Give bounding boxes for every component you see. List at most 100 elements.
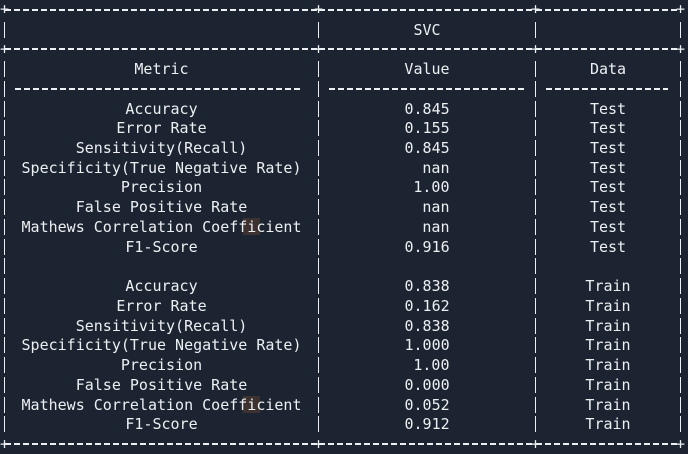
column-divider [535,179,536,196]
border-dash [5,443,318,446]
value-cell: 0.838 [319,316,535,336]
table-border-row: + + + + [0,39,688,59]
metric-label: Mathews Correlation Coefficient [21,217,302,236]
column-divider [680,357,681,374]
data-cell: Test [536,237,680,257]
model-title: SVC [413,20,441,39]
metric-cell: F1-Score [5,237,318,257]
table-row: Specificity(True Negative Rate) nan Test [0,158,688,178]
value-cell: 1.000 [319,335,535,355]
value-label: 0.052 [404,395,450,414]
table-border-row: + + + + [0,0,688,20]
data-cell: Train [536,296,680,316]
data-cell: Train [536,335,680,355]
data-label: Train [585,336,631,355]
data-cell: Train [536,316,680,336]
metric-cell: Mathews Correlation Coefficient [5,217,318,237]
column-divider [318,337,319,354]
column-divider [680,120,681,137]
metric-label: Sensitivity(Recall) [75,139,248,157]
data-cell: Test [536,217,680,237]
value-cell: nan [319,197,535,217]
value-cell: nan [319,158,535,178]
blank-row [0,257,688,277]
column-divider [535,21,536,38]
column-divider [4,21,5,38]
column-divider [318,278,319,295]
value-label: nan [422,198,450,217]
column-divider [318,140,319,156]
value-label: 0.912 [404,415,450,434]
column-divider [4,297,5,314]
border-corner: + [530,39,541,58]
column-divider [318,317,319,334]
column-divider [680,396,681,413]
data-label: Test [589,158,627,177]
value-cell: 0.155 [319,118,535,138]
column-divider [4,61,5,78]
value-label: 0.162 [404,296,450,315]
column-divider [4,278,5,295]
table-row: Error Rate 0.162 Train [0,296,688,316]
border-corner: + [530,0,541,19]
search-highlight [243,218,260,236]
column-divider [318,61,319,78]
value-label: 0.000 [404,375,450,394]
column-divider [318,218,319,235]
empty-cell [5,20,318,40]
data-label: Test [589,237,627,256]
value-label: 0.845 [404,99,450,118]
column-divider [680,416,681,433]
column-divider [4,179,5,196]
value-label: 0.838 [404,316,450,335]
metric-cell: Sensitivity(Recall) [5,316,318,336]
value-label: nan [422,217,450,236]
border-dash [536,48,680,51]
value-label: 0.845 [404,139,450,157]
border-corner: + [530,434,541,453]
value-label: 0.838 [404,277,450,296]
data-cell: Train [536,414,680,434]
column-divider [4,120,5,137]
table-row: Specificity(True Negative Rate) 1.000 Tr… [0,335,688,355]
column-divider [535,159,536,176]
column-divider [318,396,319,413]
metric-cell: Specificity(True Negative Rate) [5,158,318,178]
table-row: False Positive Rate 0.000 Train [0,375,688,395]
data-cell: Test [536,158,680,178]
metric-label: Error Rate [116,119,207,138]
metric-cell: Specificity(True Negative Rate) [5,335,318,355]
column-divider [4,337,5,354]
metric-label: F1-Score [125,237,198,256]
data-cell: Test [536,99,680,119]
table-row: F1-Score 0.912 Train [0,414,688,434]
column-divider [318,21,319,38]
border-corner: + [313,39,324,58]
column-divider [535,140,536,156]
data-label: Train [585,277,631,296]
border-dash [5,48,318,51]
column-divider [535,61,536,78]
column-divider [680,258,681,275]
column-divider [318,416,319,433]
column-divider [535,416,536,433]
column-divider [4,80,5,97]
underline-cell [319,79,535,99]
column-divider [680,179,681,196]
column-divider [535,337,536,354]
data-cell: Train [536,355,680,375]
value-label: 1.00 [413,356,450,375]
border-corner: + [675,39,686,58]
table-row: Precision 1.00 Train [0,355,688,375]
model-title-row: SVC [0,20,688,40]
value-cell: 0.912 [319,414,535,434]
value-label: nan [422,158,450,177]
column-divider [680,238,681,255]
search-highlight [243,395,260,413]
value-label: 1.000 [404,336,450,355]
value-label: 0.155 [404,119,450,138]
column-divider [318,80,319,97]
metric-cell: Precision [5,355,318,375]
data-cell: Train [536,276,680,296]
